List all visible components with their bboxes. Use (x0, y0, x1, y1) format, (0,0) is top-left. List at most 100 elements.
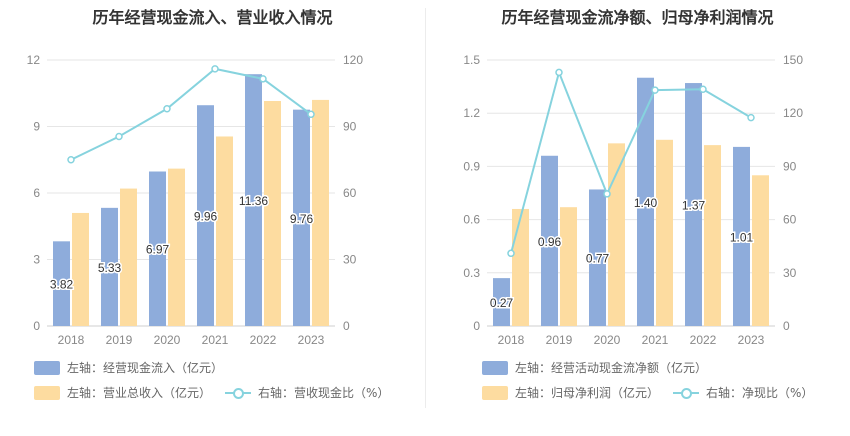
x-tick-label: 2022 (690, 333, 717, 347)
y-tick-label-left: 0.3 (463, 266, 480, 280)
line-point (163, 105, 171, 113)
legend-swatch (673, 386, 700, 400)
x-tick-label: 2018 (498, 333, 525, 347)
bar-series-1 (733, 146, 750, 326)
data-label: 3.82 (50, 278, 74, 292)
line-point (115, 132, 123, 141)
line-point (67, 156, 75, 164)
y-tick-label-right: 0 (343, 319, 350, 333)
bar-series-1 (293, 109, 310, 326)
line-point (699, 85, 707, 94)
bar-series-2 (72, 212, 89, 326)
bar-series-1 (197, 105, 214, 326)
chart-title: 历年经营现金流入、营业收入情况 (92, 8, 333, 27)
line-series (510, 69, 752, 254)
line-point (651, 86, 659, 94)
legend-swatch (482, 385, 508, 400)
bar-series-2 (560, 207, 577, 326)
legend-label: 左轴：归母净利润（亿元） (515, 386, 660, 400)
bar-series-1 (637, 77, 654, 326)
legend-label: 左轴：经营现金流入（亿元） (67, 361, 224, 375)
chart-title: 历年经营现金流净额、归母净利润情况 (501, 8, 774, 27)
x-tick-label: 2023 (738, 333, 765, 347)
y-tick-label-right: 120 (783, 106, 803, 120)
y-tick-label-left: 0 (33, 319, 40, 333)
legend-item[interactable]: 右轴：净现比（%） (673, 384, 813, 401)
bar-series-2 (264, 101, 281, 326)
x-tick-label: 2019 (546, 333, 573, 347)
line-point (507, 249, 515, 258)
x-tick-label: 2018 (58, 333, 85, 347)
chart-panel-left: 历年经营现金流入、营业收入情况 0 0 3 30 6 60 9 90 12 120 2018 3.82… (27, 8, 390, 401)
y-tick-label-left: 6 (33, 186, 40, 200)
bar-series-1 (541, 155, 558, 326)
y-tick-label-left: 0 (473, 319, 480, 333)
legend-swatch (34, 360, 60, 375)
y-tick-label-left: 9 (33, 120, 40, 134)
y-tick-label-right: 0 (783, 319, 790, 333)
legend-item[interactable]: 左轴：营业总收入（亿元） (34, 384, 211, 401)
x-tick-label: 2021 (642, 333, 669, 347)
x-tick-label: 2021 (202, 333, 229, 347)
legend-item[interactable]: 右轴：营收现金比（%） (225, 384, 389, 401)
bar-series-2 (752, 175, 769, 326)
bar-series-2 (608, 143, 625, 326)
legend-item[interactable]: 左轴：经营现金流入（亿元） (34, 359, 223, 376)
data-label: 9.76 (290, 212, 314, 226)
y-tick-label-right: 60 (343, 186, 357, 200)
data-label: 11.36 (239, 194, 268, 208)
legend-swatch (482, 360, 508, 375)
legend-label: 右轴：营收现金比（%） (258, 386, 390, 400)
x-tick-label: 2020 (594, 333, 621, 347)
data-label: 9.96 (194, 210, 218, 224)
y-tick-label-left: 1.2 (463, 106, 480, 120)
legend-label: 右轴：净现比（%） (706, 386, 814, 400)
data-label: 1.01 (730, 230, 754, 244)
bar-series-1 (245, 74, 262, 326)
y-tick-label-left: 0.6 (463, 213, 480, 227)
data-label: 5.33 (98, 261, 122, 275)
line-series (70, 67, 312, 161)
line-point (211, 65, 219, 73)
line-point (259, 75, 267, 83)
data-label: 0.27 (490, 296, 514, 310)
line-point (747, 113, 755, 122)
data-label: 1.40 (634, 196, 658, 210)
line-point (555, 68, 563, 77)
y-tick-label-left: 12 (27, 53, 41, 67)
bar-series-2 (312, 99, 329, 327)
x-tick-label: 2023 (298, 333, 325, 347)
bar-series-2 (656, 139, 673, 326)
y-tick-label-left: 0.9 (463, 159, 480, 173)
panel-divider (425, 8, 426, 408)
line-point (307, 110, 315, 119)
y-tick-label-right: 30 (783, 266, 797, 280)
y-tick-label-right: 120 (343, 53, 363, 67)
y-tick-label-right: 60 (783, 213, 797, 227)
bar-series-2 (512, 208, 529, 326)
y-tick-label-right: 90 (783, 159, 797, 173)
legend-label: 左轴：营业总收入（亿元） (67, 386, 212, 400)
data-label: 0.77 (586, 252, 610, 266)
x-tick-label: 2022 (250, 333, 277, 347)
bar-series-2 (704, 145, 721, 326)
y-tick-label-right: 30 (343, 253, 357, 267)
legend-item[interactable]: 左轴：归母净利润（亿元） (482, 384, 659, 401)
data-label: 0.96 (538, 235, 562, 249)
chart-panel-right: 历年经营现金流净额、归母净利润情况 0 0 0.3 30 0.6 60 0.9 90 1.2 12… (425, 0, 850, 436)
bar-series-1 (101, 207, 118, 326)
legend-item[interactable]: 左轴：经营活动现金流净额（亿元） (482, 359, 707, 376)
y-tick-label-right: 150 (783, 53, 803, 67)
bar-series-1 (685, 83, 702, 326)
y-tick-label-left: 1.5 (463, 53, 480, 67)
x-tick-label: 2020 (154, 333, 181, 347)
bar-series-1 (589, 189, 606, 326)
bar-series-1 (493, 278, 510, 326)
bar-series-2 (120, 188, 137, 326)
y-tick-label-left: 3 (33, 253, 40, 267)
line-point (603, 190, 611, 198)
chart-plot-area: 0 0 0.3 30 0.6 60 0.9 90 1.2 120 1.5 150 2018 0.27 201… (463, 53, 803, 347)
legend-swatch (225, 386, 252, 400)
bar-series-1 (149, 171, 166, 326)
data-label: 1.37 (682, 199, 706, 213)
